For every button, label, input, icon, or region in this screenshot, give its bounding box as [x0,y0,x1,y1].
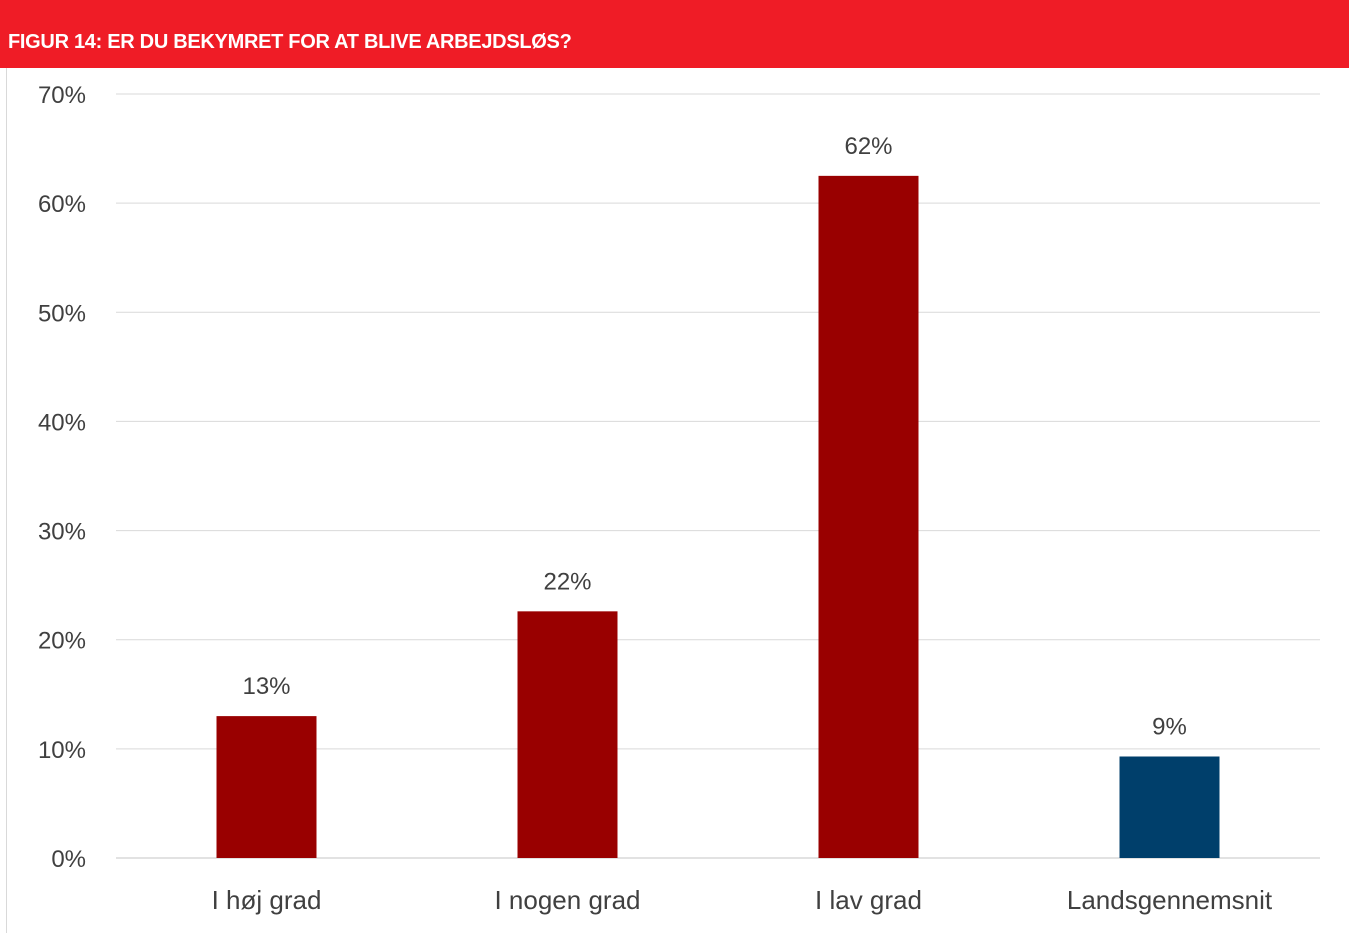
category-label: Landsgennemsnit [1067,885,1273,915]
category-label: I lav grad [815,885,922,915]
data-label: 62% [844,133,892,160]
figure-title: FIGUR 14: ER DU BEKYMRET FOR AT BLIVE AR… [8,31,572,53]
data-label: 9% [1152,713,1187,740]
category-label: I nogen grad [494,885,640,915]
frame-left-border [6,68,7,933]
bar [216,716,317,858]
bar [818,175,919,858]
y-tick-label: 0% [51,846,86,873]
category-label: I høj grad [212,885,322,915]
y-tick-label: 70% [38,82,86,109]
bar [1119,756,1220,858]
y-tick-label: 60% [38,191,86,218]
y-tick-label: 40% [38,409,86,436]
y-tick-label: 50% [38,300,86,327]
figure-header: FIGUR 14: ER DU BEKYMRET FOR AT BLIVE AR… [0,0,1349,68]
data-label: 22% [543,568,591,595]
y-tick-label: 10% [38,737,86,764]
bar [517,611,618,858]
y-tick-label: 20% [38,628,86,655]
data-label: 13% [242,673,290,700]
y-tick-label: 30% [38,519,86,546]
